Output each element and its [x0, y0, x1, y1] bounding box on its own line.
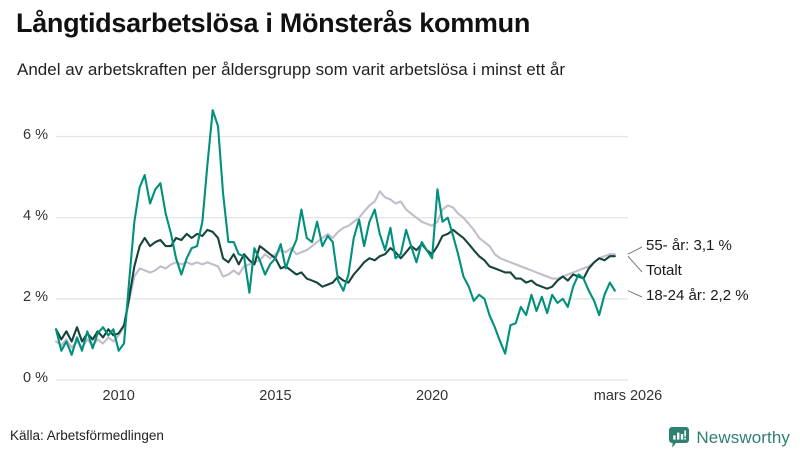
series-label: 55- år: 3,1 % — [646, 237, 732, 254]
page-title: Långtidsarbetslösa i Mönsterås kommun — [16, 8, 531, 38]
series-line — [54, 109, 616, 356]
y-axis-tick-label: 2 % — [23, 288, 48, 305]
label-leader-line — [627, 255, 643, 273]
y-axis-tick-label: 6 % — [23, 126, 48, 143]
x-axis-tick-label: 2020 — [415, 388, 449, 404]
series-label: Totalt — [646, 262, 682, 279]
y-axis-tick-label: 4 % — [23, 207, 48, 224]
y-axis-tick-label: 0 % — [23, 370, 48, 386]
series-line — [54, 228, 616, 343]
newsworthy-logo[interactable]: Newsworthy — [669, 427, 790, 448]
x-axis-tick-label: mars 2026 — [593, 388, 663, 404]
newsworthy-wordmark: Newsworthy — [696, 427, 790, 447]
series-line — [54, 190, 616, 349]
page-subtitle: Andel av arbetskraften per åldersgrupp s… — [17, 60, 566, 79]
bar-chart-logo-icon — [669, 427, 690, 448]
label-leader-line — [627, 246, 643, 255]
x-axis-tick-label: 2010 — [102, 388, 135, 404]
label-leader-line — [627, 290, 643, 298]
series-label: 18-24 år: 2,2 % — [646, 287, 749, 304]
x-axis-tick-label: 2015 — [259, 388, 292, 404]
source-note: Källa: Arbetsförmedlingen — [10, 428, 164, 443]
